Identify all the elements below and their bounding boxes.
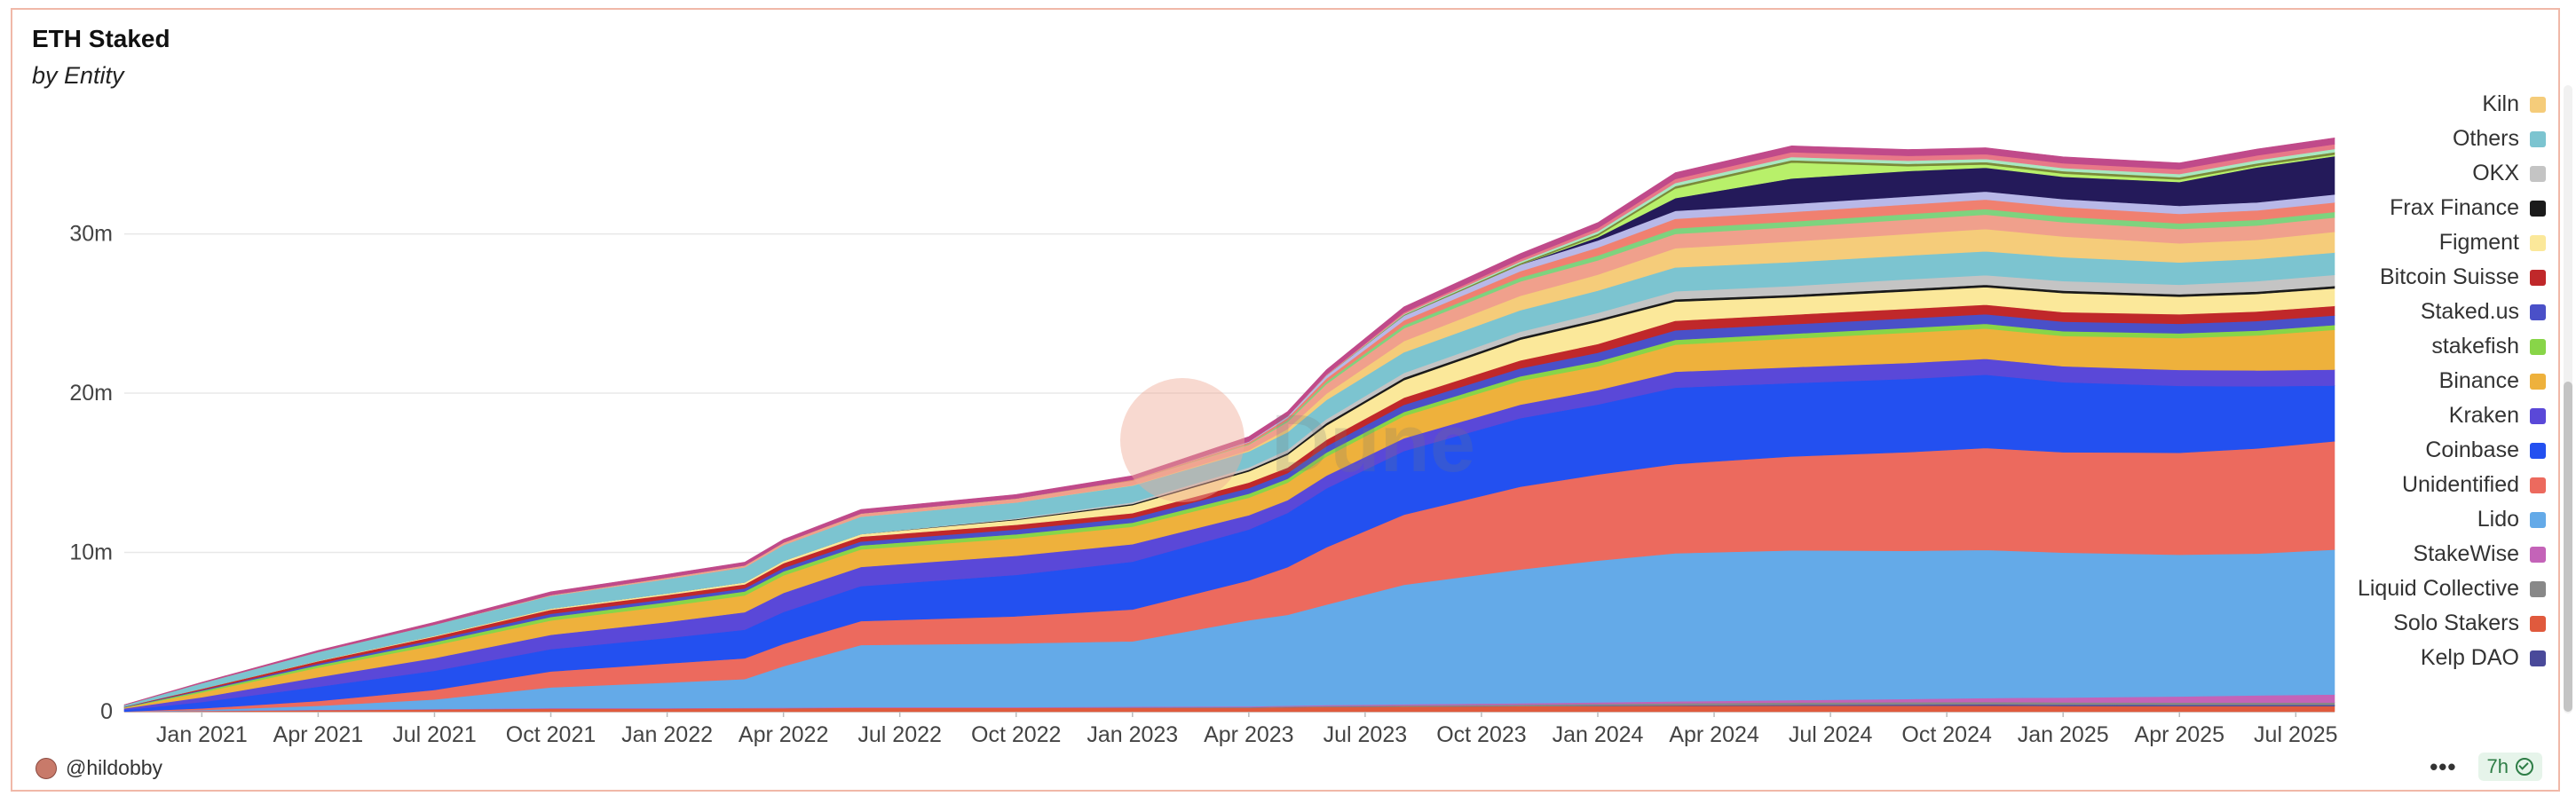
legend-label: Others	[2452, 126, 2519, 151]
legend-item-figment[interactable]: Figment	[2358, 225, 2546, 260]
legend-swatch	[2530, 96, 2546, 113]
legend-label: Kelp DAO	[2420, 645, 2519, 670]
x-tick-label: Oct 2023	[1436, 722, 1526, 747]
legend-label: StakeWise	[2413, 541, 2519, 566]
legend-label: Unidentified	[2401, 472, 2519, 497]
chart-subtitle: by Entity	[32, 62, 124, 89]
x-tick-label: Jul 2025	[2254, 722, 2338, 747]
x-tick-label: Jan 2021	[156, 722, 248, 747]
y-axis: 0 10m 20m 30m	[69, 222, 113, 724]
x-tick-label: Apr 2023	[1204, 722, 1293, 747]
legend-item-lido[interactable]: Lido	[2358, 502, 2546, 537]
legend-swatch	[2530, 477, 2546, 493]
legend-item-bitcoin-suisse[interactable]: Bitcoin Suisse	[2358, 260, 2546, 295]
x-tick-label: Oct 2024	[1901, 722, 1992, 747]
x-tick-label: Apr 2022	[739, 722, 828, 747]
refresh-age: 7h	[2486, 755, 2509, 777]
x-tick-label: Jan 2025	[2018, 722, 2109, 747]
legend-label: Solo Stakers	[2393, 611, 2519, 635]
legend-swatch	[2530, 580, 2546, 597]
legend-swatch	[2530, 234, 2546, 251]
area-series	[123, 138, 2335, 713]
legend-swatch	[2530, 546, 2546, 563]
x-tick-label: Jul 2022	[857, 722, 942, 747]
x-tick-label: Jan 2023	[1087, 722, 1178, 747]
legend-label: Bitcoin Suisse	[2379, 264, 2519, 289]
legend-swatch	[2530, 269, 2546, 286]
legend-item-liquid-collective[interactable]: Liquid Collective	[2358, 571, 2546, 606]
legend-swatch	[2530, 615, 2546, 632]
legend-swatch	[2530, 303, 2546, 320]
legend: Kiln Others OKX Frax Finance Figment Bitcoin …	[2358, 87, 2546, 675]
x-tick-label: Oct 2022	[971, 722, 1061, 747]
y-tick-label: 10m	[69, 540, 113, 565]
legend-label: Staked.us	[2420, 299, 2519, 324]
legend-label: OKX	[2472, 161, 2519, 185]
legend-swatch	[2530, 165, 2546, 182]
more-options-button[interactable]: •••	[2430, 753, 2457, 780]
watermark-text: Dune	[1271, 398, 1475, 489]
legend-label: Coinbase	[2425, 437, 2519, 462]
legend-label: Kiln	[2482, 91, 2519, 116]
y-tick-label: 0	[100, 699, 113, 724]
legend-item-solo-stakers[interactable]: Solo Stakers	[2358, 606, 2546, 641]
legend-item-stakefish[interactable]: stakefish	[2358, 329, 2546, 364]
author-username[interactable]: @hildobby	[66, 756, 163, 779]
x-tick-label: Apr 2021	[273, 722, 363, 747]
series-area-magenta	[123, 138, 2335, 705]
legend-item-frax-finance[interactable]: Frax Finance	[2358, 191, 2546, 225]
legend-item-kelp-dao[interactable]: Kelp DAO	[2358, 641, 2546, 675]
legend-label: stakefish	[2431, 334, 2519, 359]
legend-label: Frax Finance	[2390, 195, 2519, 220]
watermark-logo	[1120, 378, 1245, 502]
legend-label: Binance	[2438, 368, 2519, 393]
legend-item-stakewise[interactable]: StakeWise	[2358, 537, 2546, 571]
legend-swatch	[2530, 407, 2546, 424]
legend-swatch	[2530, 130, 2546, 147]
x-axis: Jan 2021 Apr 2021 Jul 2021 Oct 2021 Jan 2022…	[156, 712, 2338, 747]
footer-actions: ••• 7h	[2430, 753, 2542, 781]
x-tick-label: Apr 2025	[2135, 722, 2224, 747]
chart-title: ETH Staked	[32, 25, 170, 52]
legend-item-unidentified[interactable]: Unidentified	[2358, 468, 2546, 502]
legend-swatch	[2530, 511, 2546, 528]
legend-swatch	[2530, 650, 2546, 666]
y-tick-label: 20m	[69, 381, 113, 406]
legend-scrollbar-thumb[interactable]	[2564, 382, 2572, 712]
legend-swatch	[2530, 373, 2546, 390]
legend-item-coinbase[interactable]: Coinbase	[2358, 433, 2546, 468]
legend-item-binance[interactable]: Binance	[2358, 364, 2546, 398]
refresh-status-badge[interactable]: 7h	[2477, 753, 2542, 781]
x-tick-label: Oct 2021	[506, 722, 596, 747]
legend-swatch	[2530, 200, 2546, 217]
avatar	[36, 757, 57, 779]
x-tick-label: Apr 2024	[1669, 722, 1759, 747]
legend-swatch	[2530, 442, 2546, 459]
x-tick-label: Jan 2024	[1553, 722, 1644, 747]
x-tick-label: Jul 2021	[392, 722, 477, 747]
check-circle-icon	[2516, 758, 2533, 776]
y-tick-label: 30m	[69, 222, 113, 247]
x-tick-label: Jan 2022	[621, 722, 713, 747]
x-tick-label: Jul 2024	[1789, 722, 1873, 747]
legend-label: Kraken	[2448, 403, 2519, 428]
legend-swatch	[2530, 338, 2546, 355]
legend-item-kiln[interactable]: Kiln	[2358, 87, 2546, 122]
legend-item-kraken[interactable]: Kraken	[2358, 398, 2546, 433]
legend-label: Liquid Collective	[2357, 576, 2519, 601]
legend-item-staked-us[interactable]: Staked.us	[2358, 295, 2546, 329]
legend-label: Lido	[2477, 507, 2519, 532]
author[interactable]: @hildobby	[36, 756, 162, 780]
legend-label: Figment	[2438, 230, 2519, 255]
legend-item-okx[interactable]: OKX	[2358, 156, 2546, 191]
x-tick-label: Jul 2023	[1324, 722, 1408, 747]
legend-item-others[interactable]: Others	[2358, 122, 2546, 156]
